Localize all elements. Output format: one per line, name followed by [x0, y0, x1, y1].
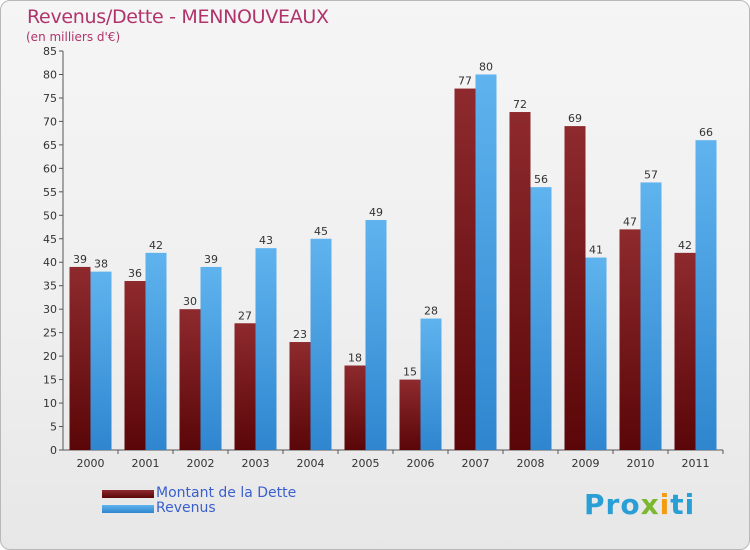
data-label: 80: [479, 60, 493, 73]
data-label: 36: [128, 267, 142, 280]
x-tick-label: 2010: [627, 457, 655, 470]
bar-revenus: [475, 74, 497, 451]
data-label: 57: [644, 168, 658, 181]
bar-dette: [69, 266, 91, 450]
bar-dette: [234, 323, 256, 450]
x-tick-label: 2002: [187, 457, 215, 470]
data-label: 18: [348, 352, 362, 365]
data-label: 39: [204, 253, 218, 266]
x-tick-label: 2008: [517, 457, 545, 470]
y-tick-label: 60: [43, 162, 57, 175]
data-label: 42: [678, 239, 692, 252]
proxiti-logo: Proxiti: [584, 488, 696, 521]
data-label: 72: [513, 98, 527, 111]
chart-subtitle: (en milliers d'€): [26, 30, 121, 44]
bar-dette: [509, 112, 531, 450]
x-tick-label: 2011: [682, 457, 710, 470]
bar-revenus: [145, 252, 167, 450]
bar-dette: [344, 365, 366, 450]
x-tick-label: 2004: [297, 457, 325, 470]
bar-revenus: [585, 257, 607, 450]
y-tick-label: 25: [43, 327, 57, 340]
bar-revenus: [200, 266, 222, 450]
bar-revenus: [90, 271, 112, 450]
data-label: 39: [73, 253, 87, 266]
bar-dette: [564, 126, 586, 450]
data-label: 77: [458, 75, 472, 88]
y-tick-label: 35: [43, 280, 57, 293]
legend-swatch-revenus: [102, 505, 154, 513]
bar-revenus: [310, 238, 332, 450]
data-label: 43: [259, 234, 273, 247]
y-tick-label: 15: [43, 374, 57, 387]
data-label: 66: [699, 126, 713, 139]
legend-label-debt: Montant de la Dette: [156, 485, 297, 501]
data-label: 38: [94, 258, 108, 271]
x-tick-label: 2006: [407, 457, 435, 470]
data-label: 47: [623, 215, 637, 228]
y-tick-label: 0: [50, 444, 57, 457]
data-label: 27: [238, 309, 252, 322]
y-tick-label: 65: [43, 139, 57, 152]
x-tick-label: 2009: [572, 457, 600, 470]
data-label: 28: [424, 305, 438, 318]
data-label: 23: [293, 328, 307, 341]
bar-revenus: [420, 318, 442, 450]
x-tick-label: 2003: [242, 457, 270, 470]
y-tick-label: 40: [43, 256, 57, 269]
x-tick-label: 2001: [132, 457, 160, 470]
y-tick-label: 5: [50, 421, 57, 434]
bar-dette: [674, 252, 696, 450]
bar-revenus: [640, 182, 662, 450]
y-tick-label: 45: [43, 233, 57, 246]
data-label: 30: [183, 295, 197, 308]
data-label: 41: [589, 244, 603, 257]
bar-dette: [289, 342, 311, 450]
y-tick-label: 80: [43, 68, 57, 81]
y-tick-label: 20: [43, 350, 57, 363]
bar-dette: [619, 229, 641, 450]
bar-revenus: [695, 140, 717, 450]
y-tick-label: 10: [43, 397, 57, 410]
legend-label-revenus: Revenus: [156, 500, 216, 516]
y-tick-label: 55: [43, 186, 57, 199]
x-tick-label: 2000: [77, 457, 105, 470]
data-label: 69: [568, 112, 582, 125]
chart-title: Revenus/Dette - MENNOUVEAUX: [27, 6, 329, 28]
bar-dette: [454, 88, 476, 450]
bar-revenus: [365, 219, 387, 450]
y-tick-label: 85: [43, 45, 57, 58]
y-tick-label: 75: [43, 92, 57, 105]
x-tick-label: 2005: [352, 457, 380, 470]
bar-revenus: [530, 187, 552, 451]
data-label: 42: [149, 239, 163, 252]
data-label: 56: [534, 173, 548, 186]
bar-dette: [399, 379, 421, 450]
data-label: 45: [314, 225, 328, 238]
y-tick-label: 70: [43, 115, 57, 128]
bar-revenus: [255, 248, 277, 450]
y-tick-label: 50: [43, 209, 57, 222]
data-label: 49: [369, 206, 383, 219]
bar-dette: [124, 281, 146, 450]
y-tick-label: 30: [43, 303, 57, 316]
bar-dette: [179, 309, 201, 450]
data-label: 15: [403, 366, 417, 379]
legend-swatch-debt: [102, 490, 154, 498]
x-tick-label: 2007: [462, 457, 490, 470]
